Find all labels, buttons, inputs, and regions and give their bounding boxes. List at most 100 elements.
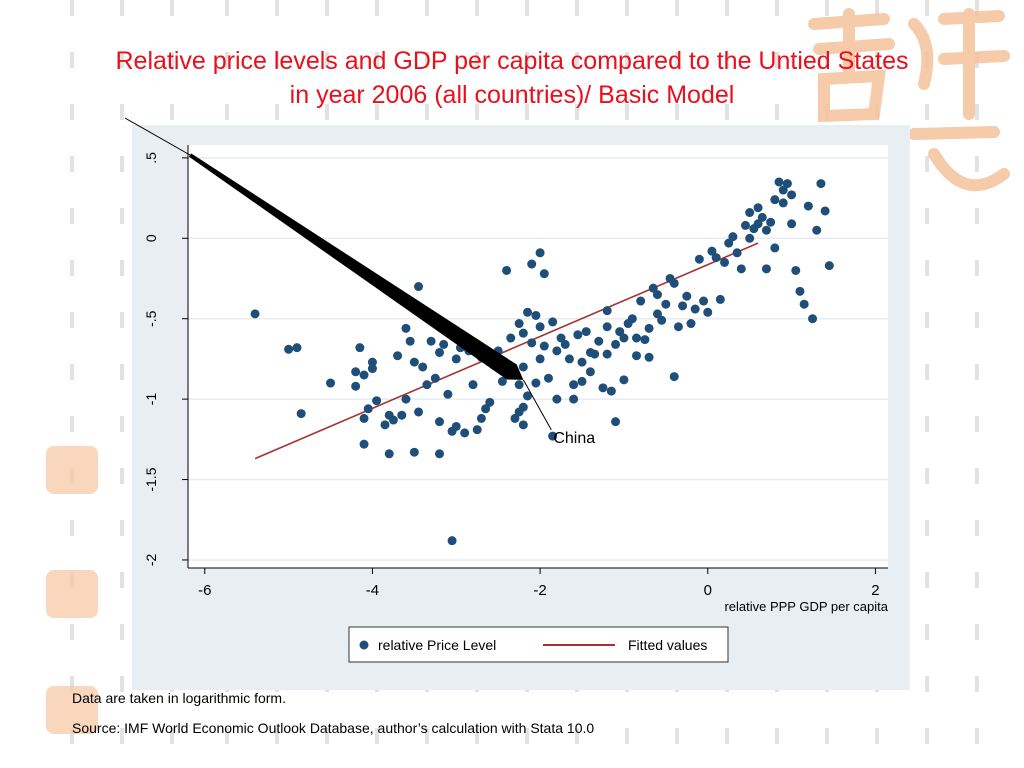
legend-box xyxy=(348,626,729,663)
data-point xyxy=(611,417,621,427)
data-point xyxy=(573,330,583,340)
data-point xyxy=(761,225,771,235)
data-point xyxy=(451,421,461,431)
china-arrow-tail xyxy=(124,117,191,156)
data-point xyxy=(384,449,394,459)
data-point xyxy=(728,232,738,242)
data-point xyxy=(531,378,541,388)
data-point xyxy=(778,198,788,208)
chart-title: Relative price levels and GDP per capita… xyxy=(40,44,984,112)
data-point xyxy=(669,278,679,288)
data-point xyxy=(690,304,700,314)
data-point xyxy=(552,394,562,404)
background-pattern xyxy=(120,0,124,768)
data-point xyxy=(619,375,629,385)
data-point xyxy=(518,328,528,338)
data-point xyxy=(606,386,616,396)
data-point xyxy=(757,212,767,222)
data-point xyxy=(632,351,642,361)
data-point xyxy=(611,339,621,349)
data-point xyxy=(527,338,537,348)
data-point xyxy=(644,352,654,362)
data-point xyxy=(355,343,365,353)
footnote-source: Source: IMF World Economic Outlook Datab… xyxy=(72,720,595,736)
x-tick-label: -6 xyxy=(198,582,211,599)
data-point xyxy=(778,185,788,195)
china-arrow xyxy=(188,153,524,380)
y-tick-label: -1.5 xyxy=(143,467,159,491)
data-point xyxy=(657,315,667,325)
data-point xyxy=(539,269,549,279)
data-point xyxy=(527,259,537,269)
data-point xyxy=(808,314,818,324)
data-point xyxy=(426,336,436,346)
data-point xyxy=(753,203,763,213)
data-point xyxy=(518,420,528,430)
data-point xyxy=(409,447,419,457)
data-point xyxy=(548,431,558,441)
data-point xyxy=(326,378,336,388)
data-point xyxy=(535,354,545,364)
data-point xyxy=(564,354,574,364)
data-point xyxy=(351,367,361,377)
data-point xyxy=(418,362,428,372)
data-point xyxy=(476,413,486,423)
data-point xyxy=(250,309,260,319)
china-annotation: China xyxy=(124,117,595,447)
data-point xyxy=(648,283,658,293)
data-point xyxy=(577,376,587,386)
china-leader-line xyxy=(522,379,552,431)
data-point xyxy=(711,253,721,263)
legend-label-fit: Fitted values xyxy=(628,637,707,653)
legend-marker-points xyxy=(359,640,369,650)
data-point xyxy=(770,243,780,253)
data-point xyxy=(703,307,713,317)
data-point xyxy=(644,323,654,333)
legend-label-points: relative Price Level xyxy=(378,637,496,653)
data-point xyxy=(351,381,361,391)
data-point xyxy=(414,407,424,417)
data-point xyxy=(430,373,440,383)
y-tick-label: 0 xyxy=(143,234,159,242)
seal-stamp xyxy=(46,570,98,618)
data-point xyxy=(560,339,570,349)
data-point xyxy=(284,344,294,354)
data-point xyxy=(640,335,650,345)
data-point xyxy=(556,333,566,343)
data-point xyxy=(468,380,478,390)
data-point xyxy=(686,319,696,329)
data-point xyxy=(388,415,398,425)
background-pattern xyxy=(975,0,979,768)
data-point xyxy=(669,372,679,382)
data-point xyxy=(447,536,457,546)
data-point xyxy=(652,309,662,319)
data-point xyxy=(652,290,662,300)
data-point xyxy=(791,265,801,275)
data-point xyxy=(523,307,533,317)
data-point xyxy=(397,410,407,420)
data-point xyxy=(590,349,600,359)
data-point xyxy=(820,206,830,216)
footnote-log-form: Data are taken in logarithmic form. xyxy=(72,690,286,706)
data-point xyxy=(497,376,507,386)
y-tick-label: -2 xyxy=(143,554,159,567)
legend: relative Price Level Fitted values xyxy=(348,626,729,663)
data-point xyxy=(434,449,444,459)
y-tick-label: -.5 xyxy=(143,310,159,327)
data-point xyxy=(766,217,776,227)
seal-stamp xyxy=(46,446,98,494)
data-point xyxy=(535,322,545,332)
data-point xyxy=(770,195,780,205)
background-pattern xyxy=(70,0,74,768)
data-point xyxy=(367,364,377,374)
x-tick-label: -2 xyxy=(533,582,546,599)
data-point xyxy=(569,380,579,390)
x-tick-label: 2 xyxy=(871,582,879,599)
data-point xyxy=(694,254,704,264)
data-point xyxy=(296,409,306,419)
x-axis-label: relative PPP GDP per capita xyxy=(724,599,888,614)
background-pattern xyxy=(925,0,929,768)
data-point xyxy=(745,208,755,218)
title-line-1: Relative price levels and GDP per capita… xyxy=(115,47,909,75)
data-point xyxy=(736,264,746,274)
